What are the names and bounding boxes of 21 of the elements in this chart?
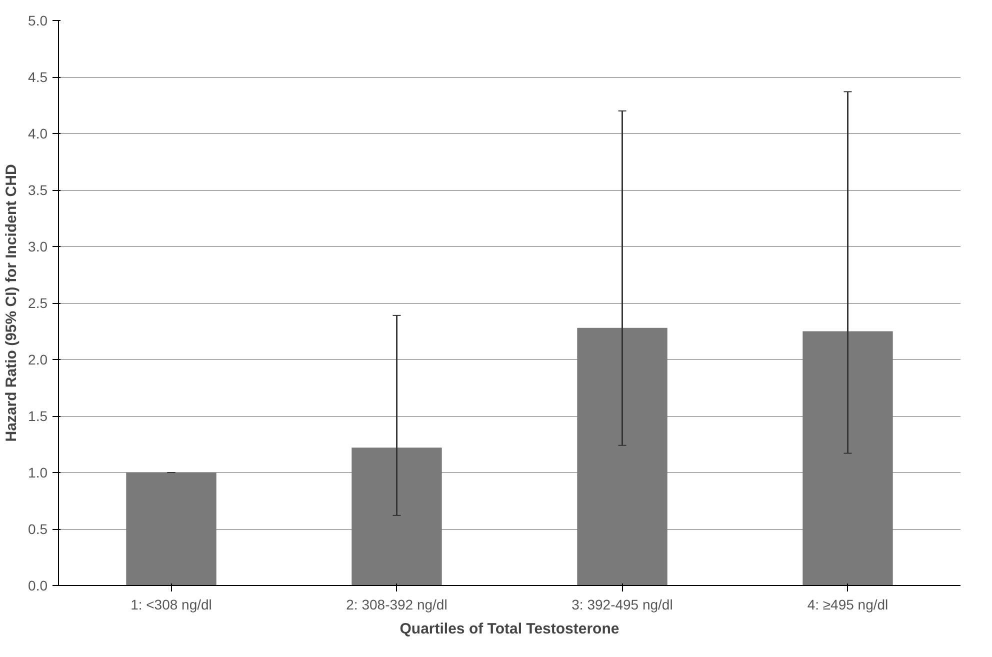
- x-tick-label: 1: <308 ng/dl: [130, 596, 212, 612]
- y-axis-title: Hazard Ratio (95% CI) for Incident CHD: [3, 164, 20, 442]
- bar: [126, 472, 216, 586]
- x-axis-title: Quartiles of Total Testosterone: [400, 620, 620, 638]
- y-tick-label: 3.5: [28, 182, 48, 198]
- y-tick-label: 1.0: [28, 464, 48, 480]
- y-tick-label: 2.0: [28, 352, 48, 368]
- y-tick-label: 4.0: [28, 126, 48, 142]
- y-tick-label: 0.0: [28, 578, 48, 594]
- x-tick-label: 2: 308-392 ng/dl: [346, 596, 448, 612]
- y-tick-label: 1.5: [28, 408, 48, 424]
- y-tick-label: 3.0: [28, 238, 48, 254]
- y-tick-label: 4.5: [28, 69, 48, 85]
- bar: [802, 331, 893, 586]
- bar: [352, 448, 442, 586]
- y-tick-label: 0.5: [28, 521, 48, 537]
- y-tick-label: 2.5: [28, 295, 48, 311]
- y-tick-label: 5.0: [28, 12, 48, 28]
- x-tick-label: 4: ≥495 ng/dl: [807, 596, 888, 612]
- x-tick-label: 3: 392-495 ng/dl: [572, 596, 673, 612]
- bar: [577, 328, 668, 586]
